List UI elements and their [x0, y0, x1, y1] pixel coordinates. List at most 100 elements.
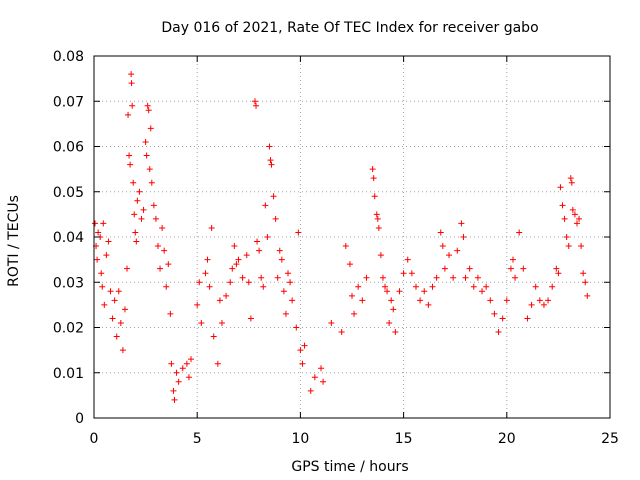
data-point [450, 274, 457, 281]
data-point [126, 152, 133, 159]
data-point [454, 247, 461, 254]
data-point [254, 238, 261, 245]
data-point [318, 365, 325, 372]
data-point [159, 224, 166, 231]
data-point [173, 369, 180, 376]
data-point [95, 229, 102, 236]
data-point [143, 152, 150, 159]
data-point [301, 342, 308, 349]
data-point [103, 252, 110, 259]
data-point [384, 288, 391, 295]
data-point [111, 297, 118, 304]
data-point [202, 270, 209, 277]
y-axis-label: ROTI / TECUs [6, 195, 22, 287]
data-point [536, 297, 543, 304]
data-point [458, 220, 465, 227]
data-point [99, 283, 106, 290]
data-point [307, 387, 314, 394]
data-point [168, 360, 175, 367]
x-tick-label: 25 [601, 431, 619, 447]
data-point [134, 197, 141, 204]
data-point [446, 252, 453, 259]
data-point [285, 270, 292, 277]
data-point [483, 283, 490, 290]
data-point [148, 179, 155, 186]
data-point [569, 206, 576, 213]
data-point [520, 265, 527, 272]
data-point [417, 297, 424, 304]
data-point [528, 301, 535, 308]
data-point [400, 270, 407, 277]
data-point [390, 306, 397, 313]
data-point [128, 80, 135, 87]
data-point [370, 175, 377, 182]
data-point [109, 315, 116, 322]
x-tick-label: 10 [291, 431, 309, 447]
data-point [210, 333, 217, 340]
data-point [131, 211, 138, 218]
data-point [239, 274, 246, 281]
data-point [152, 215, 159, 222]
data-point [573, 220, 580, 227]
data-point [175, 378, 182, 385]
data-point [115, 288, 122, 295]
data-point [280, 288, 287, 295]
data-point [140, 206, 147, 213]
data-point [563, 234, 570, 240]
data-point [509, 256, 516, 263]
data-point [243, 252, 250, 259]
data-point [119, 347, 126, 354]
data-point [568, 179, 575, 186]
data-point [462, 274, 469, 281]
data-point [247, 315, 254, 322]
data-point [258, 274, 265, 281]
x-tick-label: 5 [193, 431, 202, 447]
data-point [130, 179, 137, 186]
data-point [198, 319, 205, 326]
data-point [163, 283, 170, 290]
y-tick-label: 0.08 [53, 49, 84, 65]
data-point [268, 161, 275, 168]
data-point [251, 98, 258, 105]
data-point [270, 193, 277, 200]
data-point [256, 247, 263, 254]
data-point [373, 211, 380, 218]
data-point [245, 279, 252, 286]
y-tick-label: 0.03 [53, 275, 84, 291]
data-point [474, 274, 481, 281]
data-point [223, 292, 230, 299]
data-point [161, 247, 168, 254]
data-point [216, 297, 223, 304]
data-point [349, 292, 355, 299]
data-point [125, 111, 132, 118]
data-point [183, 360, 190, 367]
data-point [157, 265, 164, 272]
data-point [266, 143, 273, 150]
data-point [154, 243, 161, 250]
data-point [124, 265, 131, 272]
data-point [396, 288, 403, 295]
y-tick-label: 0.04 [53, 230, 84, 246]
data-point [94, 256, 101, 263]
data-point [512, 274, 519, 281]
data-point [272, 215, 279, 222]
data-point [516, 229, 523, 236]
data-point [495, 329, 502, 336]
data-point [113, 333, 120, 340]
data-point [297, 347, 304, 354]
data-point [121, 306, 128, 313]
data-point [386, 319, 393, 326]
data-point [351, 310, 358, 317]
data-point [233, 261, 240, 268]
data-point [392, 329, 399, 336]
data-point [584, 292, 591, 299]
data-point [561, 215, 568, 222]
data-point [150, 202, 157, 209]
data-point [532, 283, 539, 290]
data-point [425, 301, 432, 308]
data-point [429, 283, 436, 290]
data-point [545, 297, 552, 304]
data-point [371, 193, 378, 200]
